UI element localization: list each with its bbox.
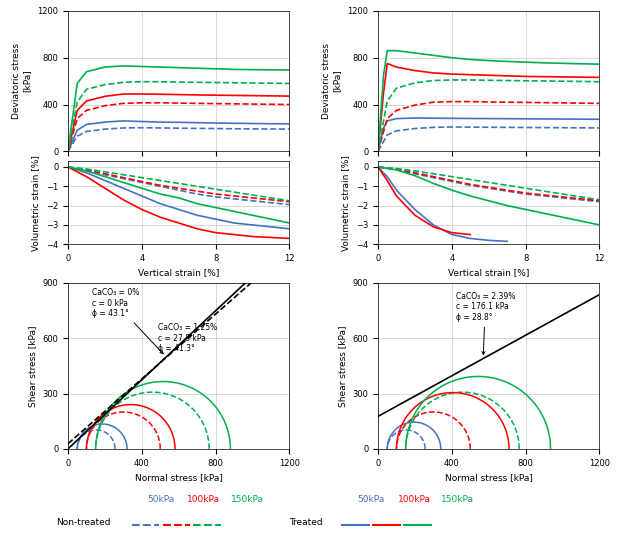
Y-axis label: Deviatoric stress
[kPa]: Deviatoric stress [kPa] [12, 43, 32, 119]
X-axis label: Vertical strain [%]: Vertical strain [%] [448, 268, 530, 277]
Text: 50kPa: 50kPa [357, 495, 384, 504]
X-axis label: Vertical strain [%]: Vertical strain [%] [138, 268, 219, 277]
Y-axis label: Shear stress [kPa]: Shear stress [kPa] [338, 325, 347, 407]
Y-axis label: Deviatoric stress
[kPa]: Deviatoric stress [kPa] [323, 43, 342, 119]
Y-axis label: Volumetric strain [%]: Volumetric strain [%] [341, 155, 350, 251]
Text: 150kPa: 150kPa [231, 495, 264, 504]
Y-axis label: Shear stress [kPa]: Shear stress [kPa] [28, 325, 37, 407]
Text: 50kPa: 50kPa [147, 495, 174, 504]
Text: 150kPa: 150kPa [441, 495, 474, 504]
Text: Treated: Treated [289, 518, 323, 527]
Y-axis label: Volumetric strain [%]: Volumetric strain [%] [32, 155, 40, 251]
Text: CaCO₃ = 0%
c = 0 kPa
ϕ = 43.1°: CaCO₃ = 0% c = 0 kPa ϕ = 43.1° [92, 288, 163, 354]
Text: 100kPa: 100kPa [187, 495, 221, 504]
Text: CaCO₃ = 1.25%
c = 27.8 kPa
ϕ = 41.3°: CaCO₃ = 1.25% c = 27.8 kPa ϕ = 41.3° [158, 323, 218, 353]
Text: CaCO₃ = 2.39%
c = 176.1 kPa
ϕ = 28.8°: CaCO₃ = 2.39% c = 176.1 kPa ϕ = 28.8° [455, 292, 515, 355]
Text: 100kPa: 100kPa [397, 495, 431, 504]
X-axis label: Normal stress [kPa]: Normal stress [kPa] [445, 473, 533, 482]
Text: Non-treated: Non-treated [56, 518, 111, 527]
X-axis label: Normal stress [kPa]: Normal stress [kPa] [135, 473, 222, 482]
